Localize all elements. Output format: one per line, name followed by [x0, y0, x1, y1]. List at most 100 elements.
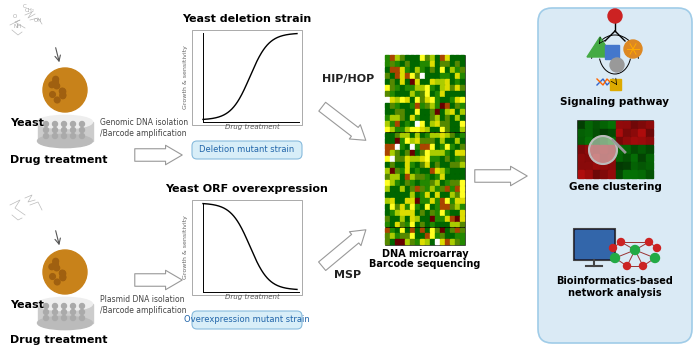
- Bar: [400, 192, 405, 197]
- Circle shape: [52, 309, 57, 314]
- Bar: [440, 192, 444, 197]
- Circle shape: [52, 79, 58, 85]
- Circle shape: [43, 133, 48, 138]
- Bar: [455, 186, 459, 191]
- Bar: [38, 304, 93, 323]
- Bar: [461, 239, 464, 244]
- Bar: [585, 170, 591, 177]
- Text: CH₂: CH₂: [25, 8, 35, 13]
- Bar: [440, 121, 444, 126]
- Bar: [395, 174, 400, 179]
- Bar: [420, 186, 424, 191]
- Bar: [440, 61, 444, 66]
- Circle shape: [608, 9, 622, 23]
- Bar: [391, 115, 394, 120]
- Bar: [420, 67, 424, 72]
- Bar: [450, 115, 454, 120]
- Circle shape: [43, 250, 87, 294]
- Circle shape: [71, 121, 76, 126]
- Bar: [426, 73, 429, 78]
- Bar: [420, 168, 424, 173]
- Bar: [435, 233, 440, 238]
- Circle shape: [62, 303, 66, 308]
- Bar: [435, 115, 440, 120]
- Bar: [385, 103, 389, 108]
- Bar: [435, 150, 440, 155]
- Text: Yeast: Yeast: [10, 300, 44, 310]
- Bar: [435, 127, 440, 132]
- FancyArrowPatch shape: [135, 270, 182, 290]
- Bar: [461, 168, 464, 173]
- Circle shape: [71, 315, 76, 321]
- Bar: [391, 174, 394, 179]
- Bar: [593, 120, 599, 128]
- FancyArrowPatch shape: [475, 166, 527, 186]
- Bar: [455, 109, 459, 114]
- Bar: [385, 204, 389, 209]
- Circle shape: [60, 270, 65, 276]
- Bar: [615, 120, 622, 128]
- Bar: [440, 109, 444, 114]
- Bar: [638, 137, 645, 144]
- Bar: [405, 162, 409, 167]
- Bar: [420, 227, 424, 232]
- Bar: [461, 198, 464, 203]
- Bar: [461, 144, 464, 149]
- Bar: [461, 121, 464, 126]
- Bar: [385, 216, 389, 221]
- Ellipse shape: [38, 115, 92, 128]
- Bar: [593, 129, 599, 136]
- Bar: [440, 233, 444, 238]
- Bar: [461, 204, 464, 209]
- Bar: [405, 168, 409, 173]
- Bar: [426, 121, 429, 126]
- Circle shape: [610, 58, 624, 72]
- Bar: [385, 115, 389, 120]
- Bar: [415, 156, 419, 161]
- Bar: [391, 204, 394, 209]
- Bar: [420, 239, 424, 244]
- Bar: [601, 162, 607, 169]
- Bar: [623, 145, 630, 153]
- Bar: [461, 186, 464, 191]
- Bar: [415, 186, 419, 191]
- Bar: [400, 138, 405, 143]
- Bar: [405, 55, 409, 60]
- Bar: [415, 121, 419, 126]
- Bar: [455, 85, 459, 90]
- Bar: [430, 115, 435, 120]
- Bar: [385, 192, 389, 197]
- Circle shape: [60, 274, 66, 280]
- Bar: [440, 162, 444, 167]
- Bar: [385, 210, 389, 215]
- Bar: [445, 103, 449, 108]
- Bar: [420, 109, 424, 114]
- Circle shape: [43, 121, 48, 126]
- Bar: [593, 137, 599, 144]
- Bar: [646, 170, 652, 177]
- Bar: [445, 61, 449, 66]
- Circle shape: [654, 245, 661, 251]
- Bar: [395, 85, 400, 90]
- Bar: [430, 61, 435, 66]
- Bar: [410, 210, 414, 215]
- Bar: [455, 61, 459, 66]
- Bar: [450, 180, 454, 185]
- Bar: [578, 129, 584, 136]
- Text: Yeast: Yeast: [10, 118, 44, 128]
- Bar: [455, 162, 459, 167]
- FancyBboxPatch shape: [192, 311, 302, 329]
- Bar: [400, 198, 405, 203]
- Ellipse shape: [38, 134, 92, 147]
- Bar: [405, 192, 409, 197]
- Bar: [395, 150, 400, 155]
- Bar: [391, 97, 394, 102]
- Bar: [435, 198, 440, 203]
- Text: O: O: [13, 14, 17, 19]
- Bar: [445, 216, 449, 221]
- Bar: [440, 133, 444, 137]
- Bar: [646, 153, 652, 161]
- Circle shape: [52, 133, 57, 138]
- Bar: [405, 180, 409, 185]
- Text: Growth & sensitivity: Growth & sensitivity: [183, 45, 188, 109]
